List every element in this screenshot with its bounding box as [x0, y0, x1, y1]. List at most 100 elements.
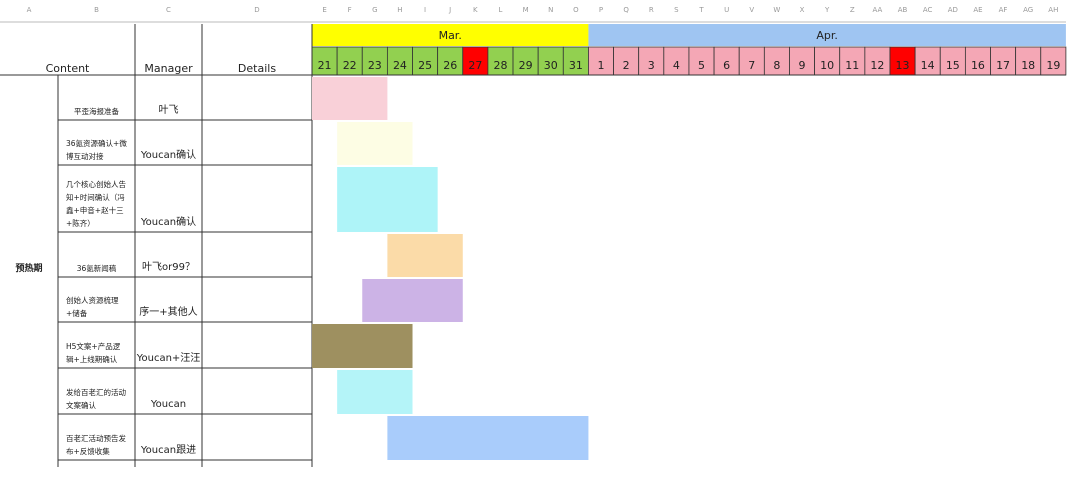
column-letter: AG [1023, 6, 1034, 14]
day-cell [663, 46, 690, 76]
column-letter: Q [623, 6, 629, 14]
task-manager: 叶飞or99？ [142, 262, 195, 273]
column-letter: Z [849, 6, 855, 14]
day-cell [1040, 46, 1067, 76]
day-cell [361, 46, 388, 76]
header-content: Content [45, 62, 90, 75]
day-cell [939, 46, 966, 76]
day-label: 13 [895, 59, 910, 72]
day-cell [613, 46, 640, 76]
month-label: Apr. [816, 28, 838, 42]
column-letter: E [322, 6, 327, 14]
column-letter: AF [998, 6, 1008, 14]
month-cell [312, 24, 589, 46]
column-letter: P [598, 6, 604, 14]
day-label: 24 [392, 59, 407, 72]
day-label: 18 [1021, 59, 1036, 72]
column-letter: X [799, 6, 805, 14]
day-label: 16 [970, 59, 985, 72]
task-bar [387, 234, 463, 277]
column-letter: S [674, 6, 679, 14]
column-letter: AH [1048, 6, 1059, 14]
day-label: 14 [920, 59, 935, 72]
day-label: 27 [468, 59, 483, 72]
column-letter: H [397, 6, 403, 14]
day-label: 22 [342, 59, 357, 72]
day-label: 4 [672, 59, 680, 72]
day-label: 9 [798, 59, 806, 72]
task-manager: 叶飞 [158, 105, 179, 116]
day-cell [688, 46, 715, 76]
column-letter: B [94, 6, 99, 14]
column-letter: C [166, 6, 171, 14]
task-content: 36氪资源确认+微博互动对接 [66, 139, 127, 161]
task-content: 创始人资源梳理+储备 [66, 296, 119, 318]
task-bar [337, 370, 413, 414]
task-manager: Youcan [150, 399, 187, 410]
task-content: 发给百老汇的活动文案确认 [66, 388, 126, 410]
header-manager: Manager [144, 62, 193, 75]
day-label: 30 [543, 59, 558, 72]
day-cell [763, 46, 790, 76]
day-cell [814, 46, 841, 76]
day-label: 21 [317, 59, 332, 72]
day-label: 10 [820, 59, 835, 72]
day-label: 7 [748, 59, 756, 72]
column-letter: K [473, 6, 478, 14]
task-content: 几个核心创始人告知+时间确认（冯鑫+申音+赵十三+陈齐） [66, 180, 126, 228]
day-label: 19 [1046, 59, 1061, 72]
task-content: H5文案+产品逻辑+上线期确认 [66, 342, 121, 364]
day-label: 25 [418, 59, 433, 72]
task-manager: Youcan确认 [140, 150, 197, 161]
column-letter: J [449, 6, 452, 14]
task-manager: 序一+其他人 [139, 307, 198, 318]
task-bar [362, 279, 463, 322]
column-letter: F [347, 6, 352, 14]
column-letter: O [573, 6, 579, 14]
task-manager: Youcan确认 [140, 217, 197, 228]
task-bar [312, 324, 413, 368]
column-letter: V [749, 6, 755, 14]
day-label: 17 [996, 59, 1011, 72]
column-letter: N [548, 6, 554, 14]
column-letter: AA [872, 6, 883, 14]
column-letter: W [773, 6, 781, 14]
header-details: Details [237, 62, 277, 75]
task-content: 平歪海报准备 [74, 107, 119, 116]
day-cell [462, 46, 489, 76]
day-label: 28 [493, 59, 508, 72]
column-letter: L [498, 6, 503, 14]
day-label: 26 [443, 59, 458, 72]
task-bar [387, 416, 589, 460]
column-letter: Y [825, 6, 830, 14]
day-cell [789, 46, 815, 76]
column-letter: D [254, 6, 260, 14]
column-letter: AC [922, 6, 933, 14]
day-label: 6 [723, 59, 731, 72]
column-letter: G [372, 6, 378, 14]
day-cell [839, 46, 866, 76]
column-letter: R [648, 6, 654, 14]
column-letter: A [26, 6, 32, 14]
day-cell [437, 46, 464, 76]
day-label: 29 [518, 59, 533, 72]
day-label: 11 [845, 59, 860, 72]
day-label: 23 [367, 59, 382, 72]
task-bar [312, 77, 388, 120]
task-manager: Youcan跟进 [140, 445, 197, 456]
day-label: 8 [773, 59, 781, 72]
day-label: 3 [647, 59, 655, 72]
day-cell [990, 46, 1017, 76]
day-cell [738, 46, 765, 76]
day-label: 5 [698, 59, 705, 72]
day-label: 15 [945, 59, 960, 72]
day-label: 2 [622, 59, 630, 72]
day-label: 12 [870, 59, 885, 72]
day-label: 1 [597, 59, 605, 72]
task-bar [337, 122, 413, 165]
column-letter: U [724, 6, 730, 14]
day-cell [386, 46, 413, 76]
column-letter: AD [947, 6, 958, 14]
